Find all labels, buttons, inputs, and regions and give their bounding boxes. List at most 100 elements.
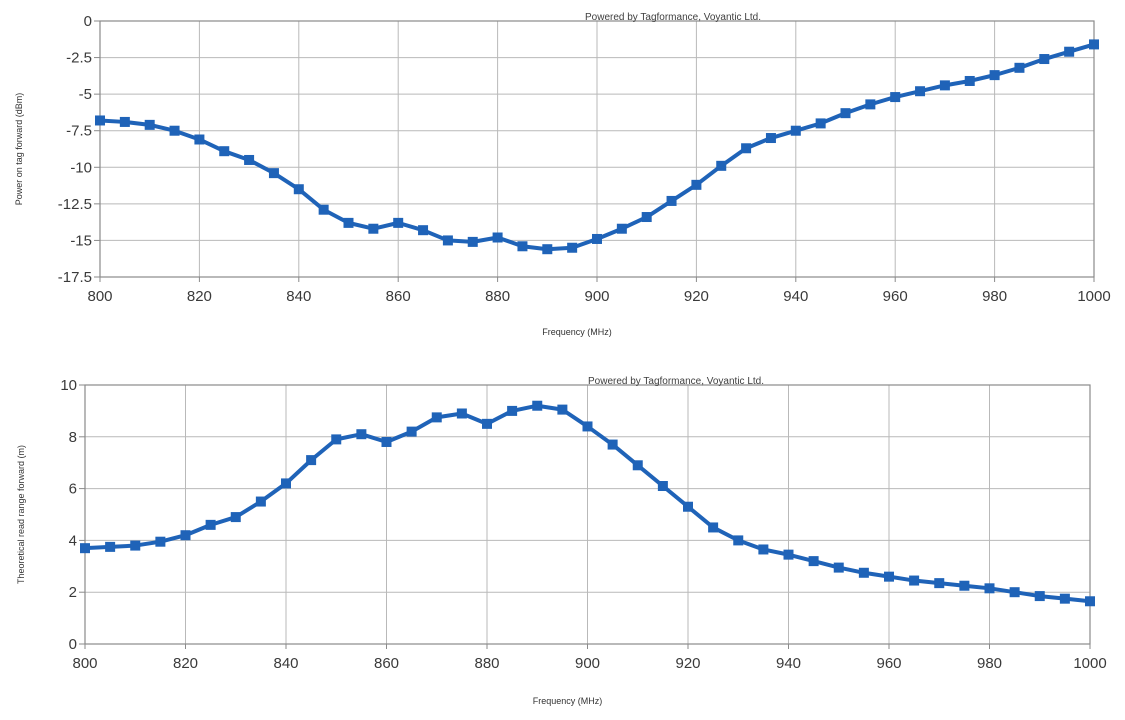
data-point bbox=[984, 583, 995, 594]
data-point bbox=[691, 179, 702, 190]
data-point bbox=[1059, 593, 1070, 604]
data-point bbox=[1009, 587, 1020, 598]
data-point bbox=[343, 217, 354, 228]
x-tick-label: 860 bbox=[374, 655, 399, 672]
x-tick-label: 900 bbox=[575, 655, 600, 672]
data-point bbox=[865, 99, 876, 110]
data-point bbox=[532, 400, 543, 411]
data-point bbox=[607, 439, 618, 450]
data-point bbox=[733, 535, 744, 546]
x-tick-label: 960 bbox=[876, 655, 901, 672]
data-point bbox=[833, 562, 844, 573]
data-point bbox=[815, 118, 826, 129]
data-point bbox=[934, 578, 945, 589]
y-tick-label: 10 bbox=[60, 377, 77, 394]
data-point bbox=[616, 223, 627, 234]
x-tick-label: 940 bbox=[776, 655, 801, 672]
data-point bbox=[507, 405, 518, 416]
data-point bbox=[840, 108, 851, 119]
x-tick-label: 840 bbox=[286, 288, 311, 305]
data-point bbox=[964, 75, 975, 86]
read-range-chart: 0 2 4 6 8 10 800 820 840 860 880 900 920 940 960 980 100… bbox=[16, 376, 1107, 706]
data-point bbox=[306, 455, 317, 466]
data-point bbox=[95, 115, 105, 126]
data-point bbox=[557, 404, 568, 415]
data-point bbox=[765, 133, 776, 144]
data-point bbox=[758, 544, 769, 555]
data-point bbox=[1039, 54, 1050, 65]
data-point bbox=[884, 571, 894, 582]
x-axis-label: Frequency (MHz) bbox=[533, 696, 603, 706]
y-tick-label: -5 bbox=[79, 86, 92, 103]
data-point bbox=[1014, 62, 1025, 73]
data-point bbox=[219, 146, 230, 157]
data-point bbox=[281, 478, 291, 489]
data-point bbox=[331, 434, 342, 445]
x-tick-label: 800 bbox=[87, 288, 112, 305]
data-point bbox=[418, 225, 429, 236]
x-tick-label: 1000 bbox=[1073, 655, 1106, 672]
data-point bbox=[230, 512, 241, 523]
data-point bbox=[567, 242, 578, 253]
data-point bbox=[130, 540, 141, 551]
y-tick-label: 8 bbox=[69, 429, 77, 446]
watermark-text: Powered by Tagformance, Voyantic Ltd. bbox=[585, 12, 761, 23]
data-point bbox=[482, 418, 492, 429]
data-point bbox=[381, 436, 392, 447]
y-axis-label: Theoretical read range forward (m) bbox=[16, 445, 26, 584]
y-tick-label: 4 bbox=[69, 532, 77, 549]
data-point bbox=[318, 204, 329, 215]
y-tick-label: -2.5 bbox=[66, 50, 92, 67]
data-point bbox=[431, 412, 442, 423]
data-point bbox=[492, 232, 503, 243]
data-point bbox=[716, 160, 727, 171]
data-point bbox=[1064, 46, 1075, 57]
data-point bbox=[456, 408, 467, 419]
data-point bbox=[368, 223, 379, 234]
data-point bbox=[205, 519, 216, 530]
data-point bbox=[783, 549, 794, 560]
data-point bbox=[683, 501, 693, 512]
y-tick-label: -17.5 bbox=[58, 269, 92, 286]
data-point bbox=[517, 241, 528, 252]
data-point bbox=[808, 556, 819, 567]
data-point bbox=[666, 195, 677, 206]
x-tick-label: 880 bbox=[474, 655, 499, 672]
data-point bbox=[959, 580, 970, 591]
data-point bbox=[1089, 39, 1099, 50]
data-point bbox=[169, 125, 180, 136]
data-point bbox=[1085, 596, 1095, 607]
x-tick-label: 920 bbox=[684, 288, 709, 305]
watermark-text: Powered by Tagformance, Voyantic Ltd. bbox=[588, 376, 764, 387]
data-point bbox=[293, 184, 304, 195]
data-point bbox=[632, 460, 643, 471]
y-tick-label: 6 bbox=[69, 481, 77, 498]
data-point bbox=[144, 119, 155, 130]
x-tick-label: 800 bbox=[72, 655, 97, 672]
data-point bbox=[194, 134, 205, 145]
y-tick-label: -10 bbox=[70, 159, 92, 176]
y-tick-label: -12.5 bbox=[58, 196, 92, 213]
data-point bbox=[393, 217, 404, 228]
data-point bbox=[939, 80, 950, 91]
power-chart: 0 -2.5 -5 -7.5 -10 -12.5 -15 -17.5 800 820 840 860 8… bbox=[14, 12, 1111, 337]
data-point bbox=[406, 426, 417, 437]
data-point bbox=[467, 236, 478, 247]
data-point bbox=[356, 429, 367, 440]
x-tick-label: 880 bbox=[485, 288, 510, 305]
x-tick-label: 1000 bbox=[1077, 288, 1110, 305]
data-point bbox=[909, 575, 920, 586]
x-tick-label: 840 bbox=[273, 655, 298, 672]
x-tick-label: 820 bbox=[187, 288, 212, 305]
data-point bbox=[105, 541, 116, 552]
data-point bbox=[790, 125, 801, 136]
data-point bbox=[592, 233, 602, 244]
x-tick-label: 900 bbox=[584, 288, 609, 305]
x-tick-label: 960 bbox=[883, 288, 908, 305]
data-point bbox=[1034, 591, 1045, 602]
x-tick-label: 860 bbox=[386, 288, 411, 305]
data-point bbox=[657, 481, 668, 492]
data-point bbox=[244, 154, 255, 165]
